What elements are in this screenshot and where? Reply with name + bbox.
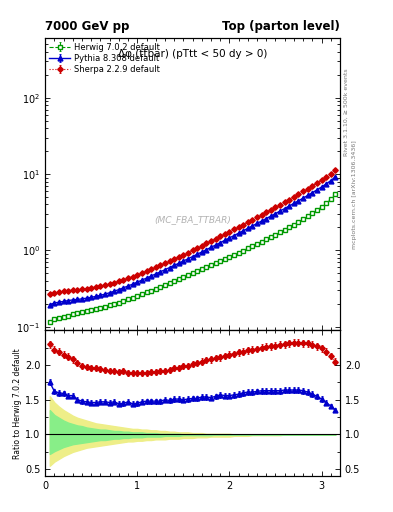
Legend: Herwig 7.0.2 default, Pythia 8.308 default, Sherpa 2.2.9 default: Herwig 7.0.2 default, Pythia 8.308 defau… [48, 41, 161, 75]
Y-axis label: Ratio to Herwig 7.0.2 default: Ratio to Herwig 7.0.2 default [13, 348, 22, 459]
Text: Rivet 3.1.10, ≥ 500k events: Rivet 3.1.10, ≥ 500k events [344, 69, 349, 157]
Text: mcplots.cern.ch [arXiv:1306.3436]: mcplots.cern.ch [arXiv:1306.3436] [352, 140, 357, 249]
Text: (MC_FBA_TTBAR): (MC_FBA_TTBAR) [154, 215, 231, 224]
Text: Top (parton level): Top (parton level) [222, 20, 340, 33]
Text: Δφ (tt̅bar) (pTtt < 50 dy > 0): Δφ (tt̅bar) (pTtt < 50 dy > 0) [118, 49, 267, 58]
Text: 7000 GeV pp: 7000 GeV pp [45, 20, 130, 33]
